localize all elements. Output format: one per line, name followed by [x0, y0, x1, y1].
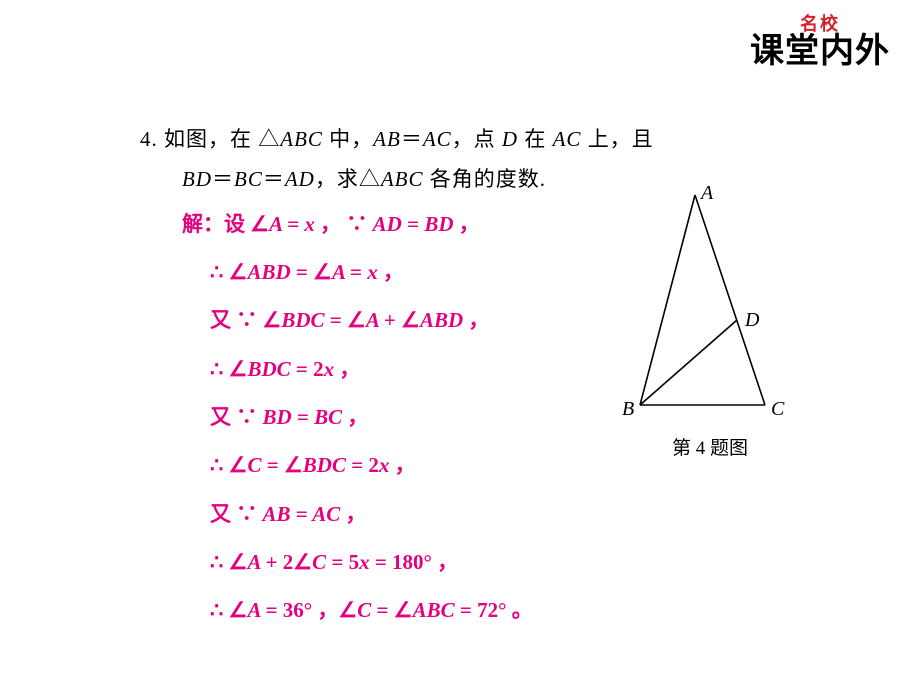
triangle-figure: A B C D 第 4 题图	[620, 185, 800, 460]
sol-line-7: ∴ ∠A + 2∠C = 5x = 180° ，	[210, 538, 780, 586]
brand-logo: 名校 课堂内外	[750, 10, 890, 68]
svg-text:B: B	[622, 398, 634, 420]
sol-line-6: 又 ∵ AB = AC ，	[210, 490, 780, 538]
logo-bottom-text: 课堂内外	[750, 34, 890, 68]
svg-text:A: A	[699, 185, 714, 204]
sol-line-8: ∴ ∠A = 36° ，∠C = ∠ABC = 72° 。	[210, 586, 780, 634]
triangle-svg: A B C D	[620, 185, 790, 425]
figure-caption: 第 4 题图	[620, 433, 800, 460]
svg-text:D: D	[744, 309, 760, 331]
svg-text:C: C	[771, 398, 785, 420]
problem-number: 4.	[140, 127, 158, 151]
problem-line1: 如图，在 △ABC 中，AB＝AC，点 D 在 AC 上，且	[164, 127, 654, 151]
